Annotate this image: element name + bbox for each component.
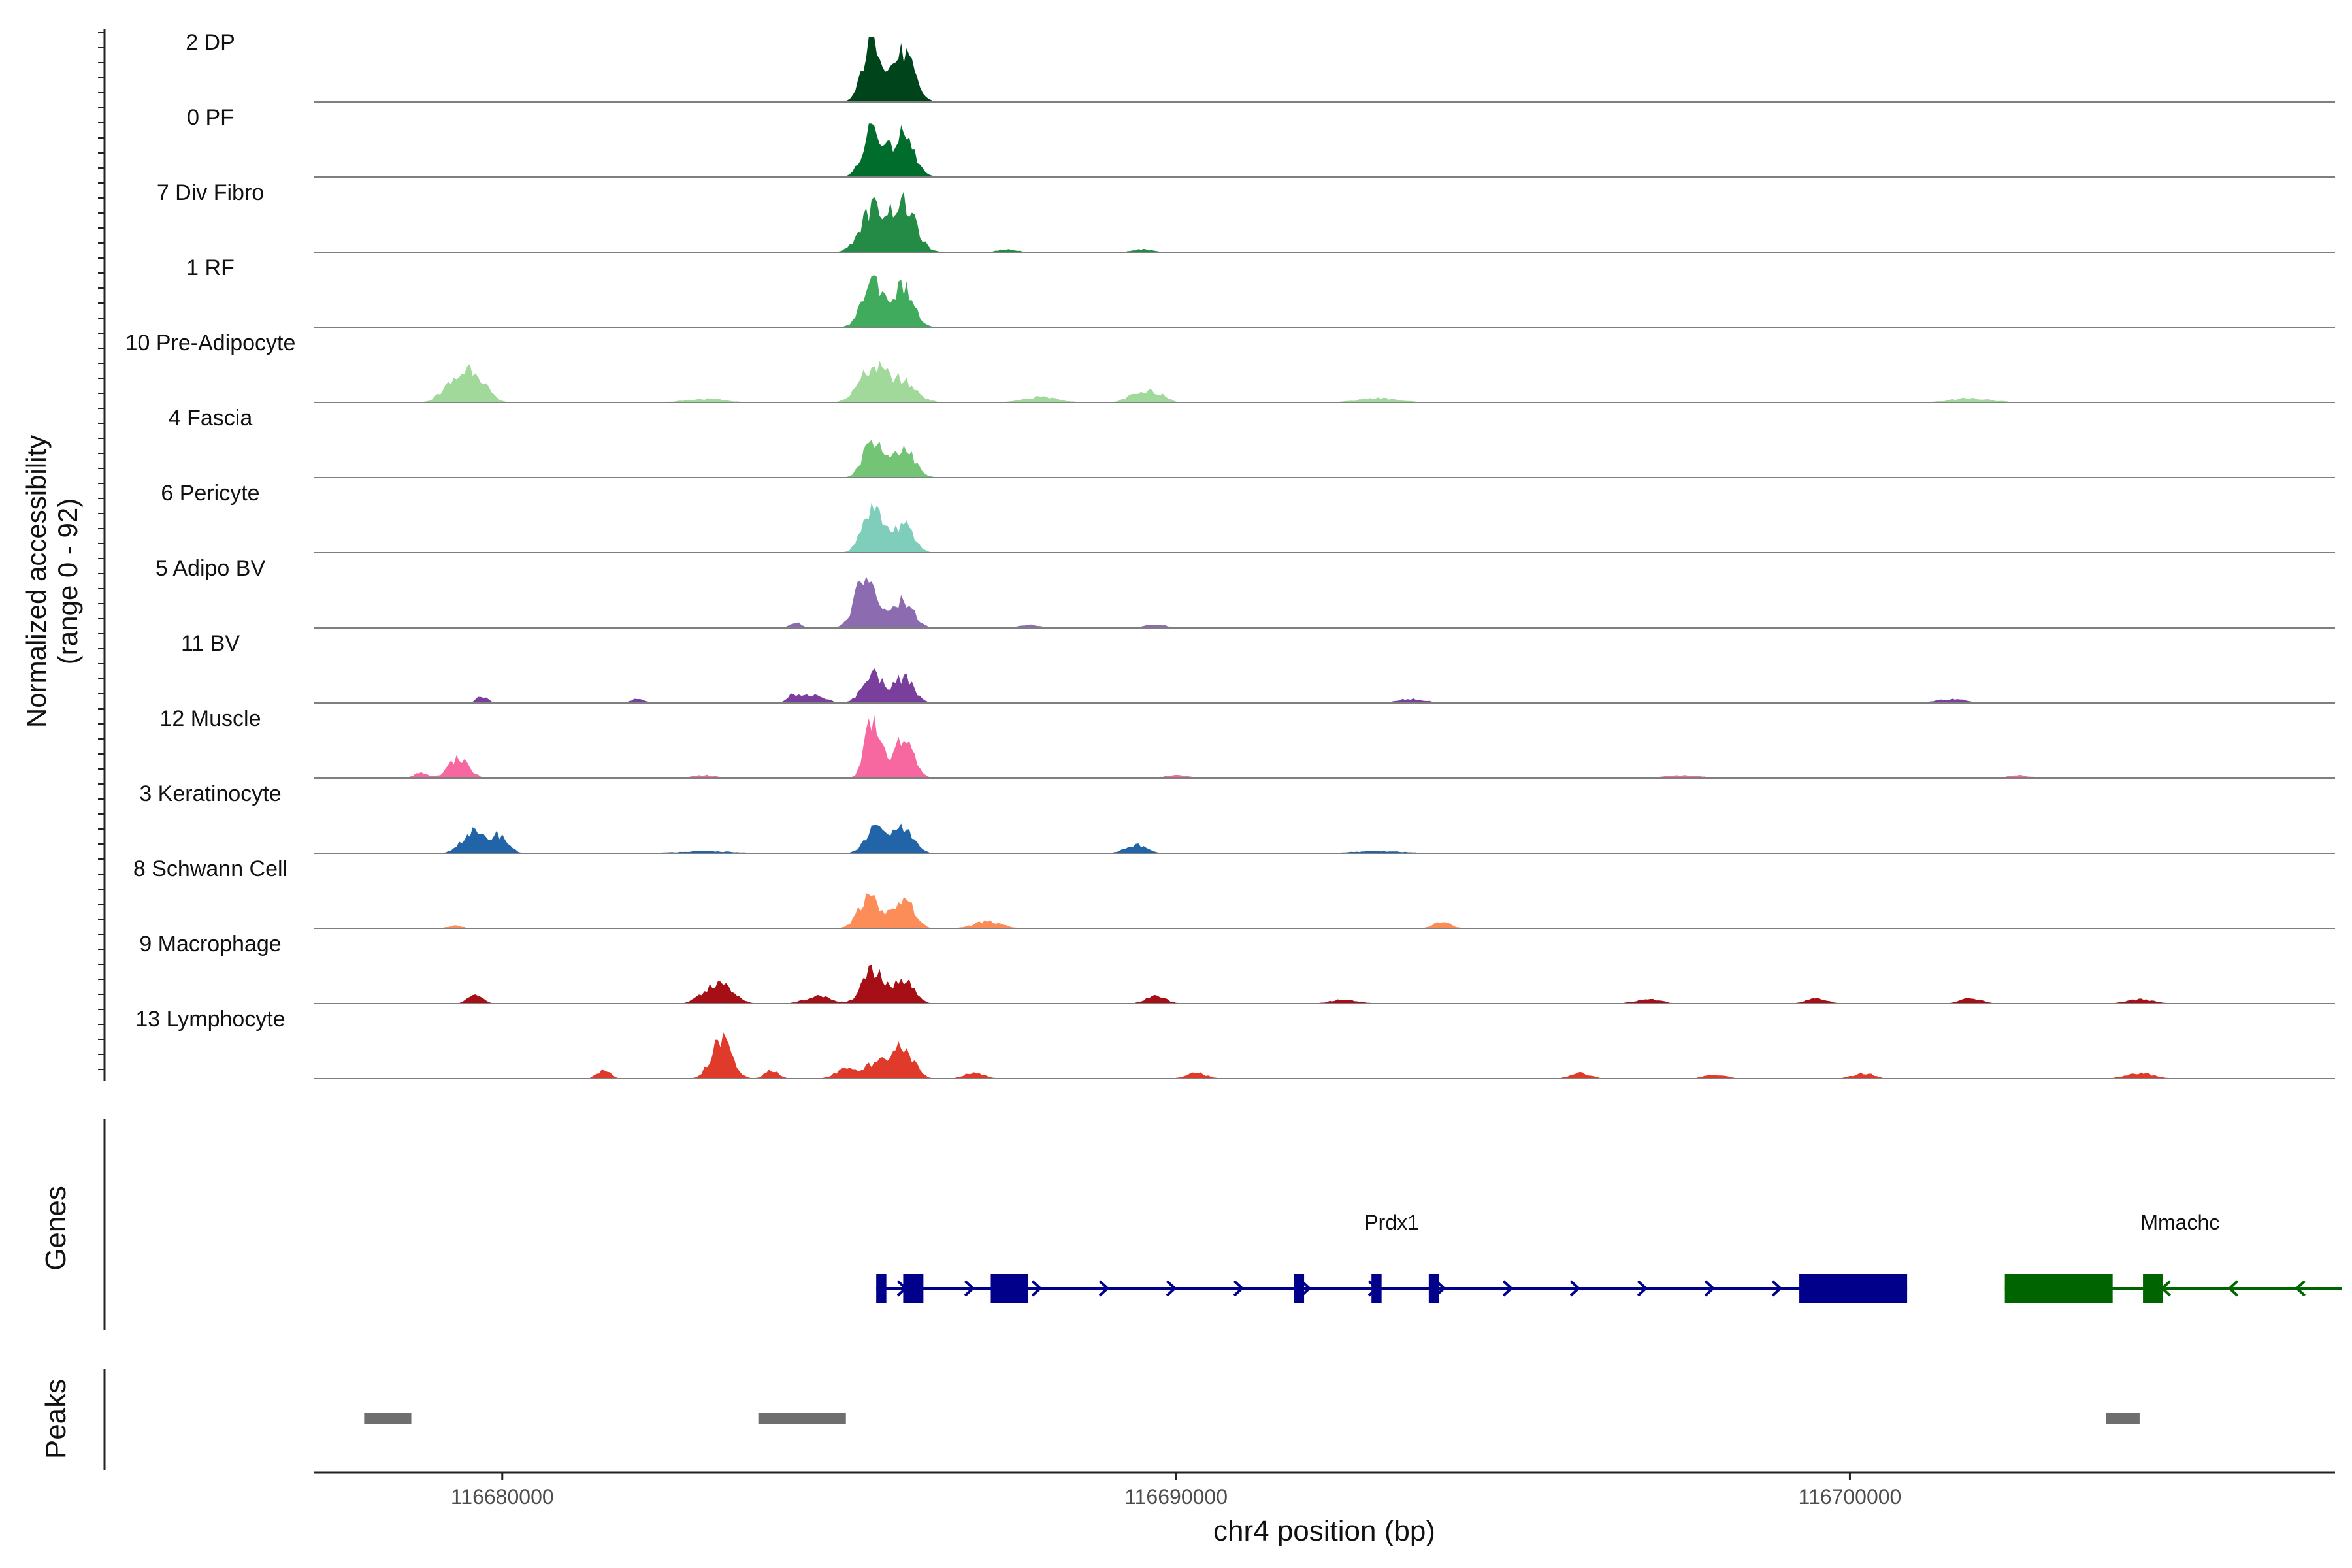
track-label: 3 Keratinocyte bbox=[139, 781, 281, 806]
coverage-area bbox=[314, 275, 2335, 327]
peak-region-track bbox=[364, 1413, 2140, 1424]
track-label: 4 Fascia bbox=[169, 406, 253, 431]
genes-panel-label: Genes bbox=[40, 1186, 72, 1271]
coverage-area bbox=[314, 576, 2335, 628]
coverage-track: 7 Div Fibro bbox=[157, 180, 2335, 253]
coverage-track: 2 DP bbox=[186, 30, 2335, 103]
strand-arrow bbox=[1098, 1280, 1110, 1297]
peak-region bbox=[364, 1413, 412, 1424]
y-axis-range-label: (range 0 - 92) bbox=[52, 498, 83, 664]
coverage-track: 13 Lymphocyte bbox=[135, 1007, 2335, 1079]
coverage-area bbox=[314, 361, 2335, 402]
strand-arrow bbox=[2227, 1280, 2239, 1297]
coverage-area bbox=[314, 893, 2335, 928]
coverage-area bbox=[314, 123, 2335, 177]
track-label: 13 Lymphocyte bbox=[135, 1007, 285, 1032]
exon bbox=[1428, 1274, 1439, 1303]
track-label: 1 RF bbox=[186, 255, 235, 280]
genes-panel-title: Genes bbox=[40, 1186, 72, 1271]
coverage-track: 0 PF bbox=[187, 105, 2335, 178]
x-axis-ticks: 116680000 116690000 116700000 bbox=[451, 1473, 1901, 1509]
y-axis-title: Normalized accessibility (range 0 - 92) bbox=[21, 435, 83, 728]
coverage-track: 6 Pericyte bbox=[161, 481, 2335, 553]
coverage-track: 1 RF bbox=[186, 255, 2335, 328]
coverage-area bbox=[314, 715, 2335, 778]
coverage-track: 5 Adipo BV bbox=[155, 556, 2335, 629]
track-label: 2 DP bbox=[186, 30, 235, 55]
gene-track: Prdx1 Mmachc bbox=[876, 1211, 2342, 1303]
x-tick-label: 116700000 bbox=[1799, 1485, 1902, 1509]
strand-arrow bbox=[964, 1280, 975, 1297]
x-tick-label: 116680000 bbox=[451, 1485, 554, 1509]
coverage-area bbox=[314, 37, 2335, 102]
gene-prdx1: Prdx1 bbox=[876, 1211, 1908, 1303]
strand-arrow bbox=[1300, 1280, 1312, 1297]
coverage-track: 9 Macrophage bbox=[139, 932, 2335, 1004]
y-axis-label: Normalized accessibility bbox=[21, 435, 52, 728]
track-label: 6 Pericyte bbox=[161, 481, 259, 506]
track-label: 11 BV bbox=[181, 631, 240, 656]
gene-name-label: Mmachc bbox=[2140, 1211, 2219, 1234]
coverage-track: 8 Schwann Cell bbox=[133, 857, 2335, 929]
exon bbox=[2004, 1274, 2113, 1303]
exon bbox=[1799, 1274, 1908, 1303]
track-label: 7 Div Fibro bbox=[157, 180, 264, 205]
strand-arrow bbox=[1637, 1280, 1648, 1297]
coverage-track: 10 Pre-Adipocyte bbox=[125, 331, 2335, 403]
track-label: 12 Muscle bbox=[160, 706, 261, 731]
exon bbox=[1294, 1274, 1305, 1303]
exon bbox=[876, 1274, 887, 1303]
peak-region bbox=[758, 1413, 846, 1424]
x-tick-label: 116690000 bbox=[1124, 1485, 1228, 1509]
track-label: 8 Schwann Cell bbox=[133, 857, 287, 881]
exon bbox=[903, 1274, 924, 1303]
peaks-panel-label: Peaks bbox=[40, 1379, 72, 1459]
coverage-y-ticks bbox=[98, 32, 105, 1070]
peak-region bbox=[2106, 1413, 2140, 1424]
strand-arrow bbox=[2295, 1280, 2306, 1297]
track-label: 9 Macrophage bbox=[139, 932, 281, 956]
coverage-area bbox=[314, 964, 2335, 1004]
exon bbox=[990, 1274, 1028, 1303]
strand-arrow bbox=[1031, 1280, 1043, 1297]
coverage-area bbox=[314, 502, 2335, 553]
coverage-area bbox=[314, 823, 2335, 853]
strand-arrow bbox=[1569, 1280, 1581, 1297]
exon bbox=[2143, 1274, 2164, 1303]
strand-arrow bbox=[1502, 1280, 1514, 1297]
coverage-track: 4 Fascia bbox=[169, 406, 2335, 478]
coverage-track: 3 Keratinocyte bbox=[139, 781, 2335, 854]
coverage-area bbox=[314, 191, 2335, 252]
coverage-track: 12 Muscle bbox=[160, 706, 2335, 779]
strand-arrow bbox=[1233, 1280, 1245, 1297]
coverage-tracks: 2 DP 0 PF 7 Div Fibro 1 RF 10 Pre-Adipocyte 4… bbox=[125, 30, 2335, 1079]
strand-arrow bbox=[1166, 1280, 1177, 1297]
strand-arrow bbox=[1704, 1280, 1716, 1297]
coverage-area bbox=[314, 440, 2335, 478]
track-label: 0 PF bbox=[187, 105, 234, 130]
x-axis-label: chr4 position (bp) bbox=[1213, 1515, 1435, 1547]
coverage-area bbox=[314, 1032, 2335, 1079]
coverage-track: 11 BV bbox=[181, 631, 2335, 704]
gene-mmachc: Mmachc bbox=[2004, 1211, 2342, 1303]
exon bbox=[1371, 1274, 1382, 1303]
gene-name-label: Prdx1 bbox=[1364, 1211, 1419, 1234]
coverage-area bbox=[314, 668, 2335, 703]
strand-arrow bbox=[1771, 1280, 1783, 1297]
track-label: 10 Pre-Adipocyte bbox=[125, 331, 296, 355]
track-label: 5 Adipo BV bbox=[155, 556, 266, 581]
peaks-panel-title: Peaks bbox=[40, 1379, 72, 1459]
